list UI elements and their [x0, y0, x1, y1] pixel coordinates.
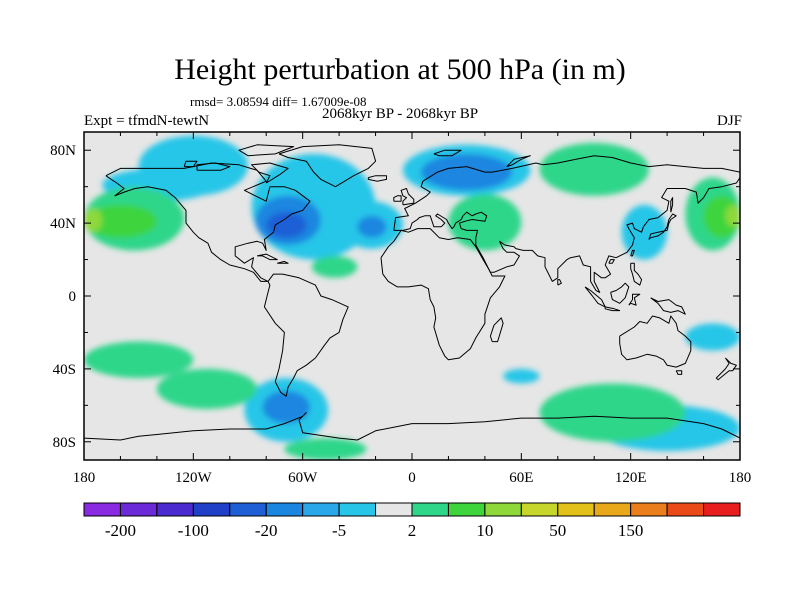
anomaly-region-6: [421, 153, 513, 191]
anomaly-region-4: [357, 215, 387, 238]
coastline-new-zealand: [715, 357, 737, 381]
lon-tick-label: 180: [729, 470, 752, 486]
anomaly-region-20: [725, 204, 740, 227]
lon-tick-label: 120E: [615, 470, 647, 486]
coastline-australia: [619, 315, 692, 368]
colorbar-label: 10: [476, 521, 493, 540]
coastline-ellesmere-island: [238, 144, 295, 157]
coastline-sakhalin: [670, 197, 674, 213]
anomaly-region-21: [448, 193, 522, 251]
coastline-taiwan: [630, 249, 635, 257]
anomaly-region-23: [84, 341, 194, 378]
coastline-eurasia: [393, 155, 740, 293]
coastline-cuba: [257, 253, 278, 261]
figure-title: Height perturbation at 500 hPa (in m): [174, 53, 626, 86]
colorbar-box: [411, 502, 449, 517]
anomaly-region-14: [503, 368, 540, 384]
coastline-iceland: [367, 175, 387, 182]
lon-tick-label: 180: [73, 470, 96, 486]
coastline-japan: [648, 213, 677, 240]
colorbar-label: -100: [178, 521, 209, 540]
colorbar-box: [557, 502, 595, 517]
colorbar-label: 2: [408, 521, 417, 540]
colorbar-box: [338, 502, 377, 517]
colorbar-box: [119, 502, 158, 517]
lat-tick-label: 80N: [50, 143, 76, 159]
colorbar-box: [83, 502, 121, 517]
coastline-hispaniola: [277, 260, 289, 264]
coastline-south-america: [263, 273, 349, 397]
colorbar-label: -20: [255, 521, 278, 540]
lat-tick-label: 40S: [53, 362, 76, 378]
colorbar-label: -5: [332, 521, 346, 540]
coastline-philippines: [630, 262, 643, 286]
coastline-new-guinea: [650, 297, 686, 315]
rmsd-stats-label: rmsd= 3.08594 diff= 1.67009e-08: [190, 94, 367, 109]
colorbar-box: [593, 502, 632, 517]
anomaly-region-24: [156, 368, 258, 409]
colorbar-box: [192, 502, 231, 517]
coastline-hainan: [608, 259, 615, 264]
colorbar-label: -200: [105, 521, 136, 540]
experiment-label: Expt = tfmdN-tewtN: [84, 113, 210, 129]
colorbar-box: [520, 502, 559, 517]
anomaly-region-16: [84, 204, 157, 238]
coastline-sulawesi: [628, 293, 641, 306]
coastline-novaya-zemlya: [506, 155, 531, 168]
coastline-ireland: [393, 195, 402, 202]
colorbar-box: [666, 502, 705, 517]
colorbar-box: [484, 502, 522, 517]
coastline-africa: [380, 228, 506, 361]
coastline-baffin-island: [251, 162, 289, 184]
coastlines: [84, 144, 740, 441]
coastline-madagascar: [489, 317, 504, 343]
coastline-java: [604, 306, 621, 312]
lat-tick-label: 40N: [50, 216, 76, 232]
colorbar-box: [447, 502, 486, 517]
colorbar-box: [302, 502, 340, 517]
season-label: DJF: [716, 113, 742, 129]
lon-tick-label: 0: [408, 470, 416, 486]
colorbar-box: [156, 502, 194, 517]
colorbar-box: [265, 502, 304, 517]
lon-tick-label: 60W: [288, 470, 318, 486]
colorbar-box: [630, 502, 668, 517]
colorbar: -200 -100 -20 -5 2 10 50 150: [83, 502, 741, 540]
anomaly-region-22: [539, 142, 649, 196]
anomaly-region-26: [284, 438, 367, 460]
coastline-antarctica: [84, 412, 740, 441]
coastline-borneo: [610, 282, 630, 304]
coastline-uk: [400, 188, 415, 206]
period-label: 2068kyr BP - 2068kyr BP: [322, 106, 479, 122]
coastline-victoria-island: [196, 162, 231, 171]
anomaly-region-27: [311, 255, 358, 278]
colorbar-box: [229, 502, 267, 517]
lon-tick-label: 120W: [175, 470, 213, 486]
colorbar-label: 50: [549, 521, 566, 540]
longitude-axis: 180 120W 60W 0 60E 120E 180: [73, 132, 752, 486]
anomaly-region-2: [266, 212, 307, 238]
anomaly-region-10: [262, 390, 310, 424]
anomaly-region-25: [539, 383, 686, 442]
lat-tick-label: 0: [69, 289, 77, 305]
anomaly-region-17: [84, 208, 103, 233]
colorbar-box: [375, 502, 413, 517]
lat-tick-label: 80S: [53, 435, 76, 451]
coastline-banks-island: [183, 160, 198, 168]
anomaly-region-11: [685, 323, 740, 351]
latitude-axis: 80N 40N 0 40S 80S: [50, 143, 740, 451]
lon-tick-label: 60E: [509, 470, 533, 486]
coastline-svalbard: [433, 149, 462, 157]
coastline-sri-lanka: [557, 279, 562, 286]
coastline-tasmania: [675, 370, 683, 375]
coastline-north-america: [105, 162, 311, 282]
colorbar-label: 150: [618, 521, 644, 540]
colorbar-box: [703, 502, 741, 517]
coastline-greenland: [278, 144, 377, 188]
